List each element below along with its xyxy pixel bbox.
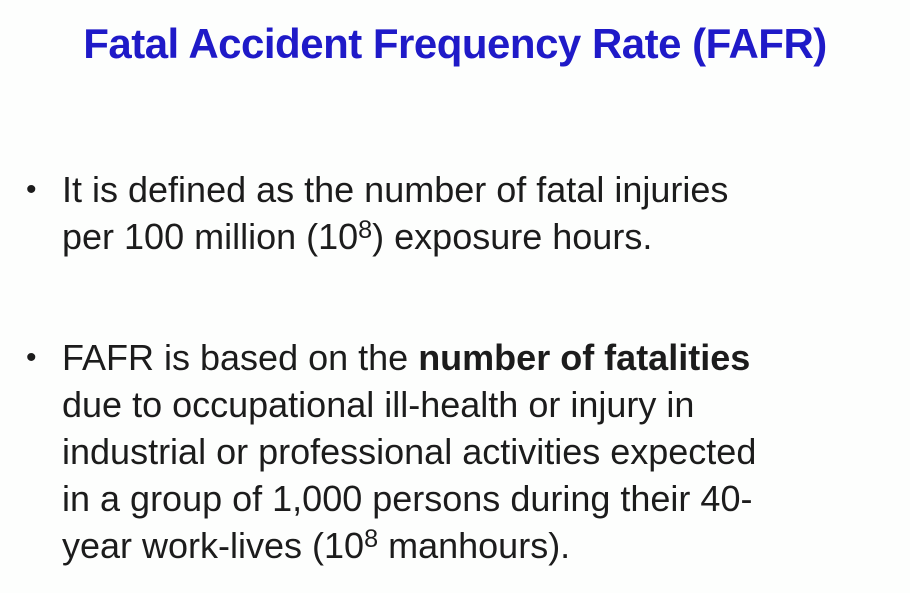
- bullet-item-definition: • It is defined as the number of fatal i…: [22, 166, 902, 265]
- bullet-list: • It is defined as the number of fatal i…: [22, 166, 902, 574]
- bullet-text-basis: FAFR is based on the number of fatalitie…: [62, 337, 757, 566]
- bullet-item-basis: • FAFR is based on the number of fatalit…: [22, 334, 902, 574]
- bullet-text-definition: It is defined as the number of fatal inj…: [62, 169, 729, 257]
- bullet-dot-icon: •: [26, 341, 37, 374]
- slide-title: Fatal Accident Frequency Rate (FAFR): [83, 20, 827, 67]
- bullet-dot-icon: •: [26, 173, 37, 206]
